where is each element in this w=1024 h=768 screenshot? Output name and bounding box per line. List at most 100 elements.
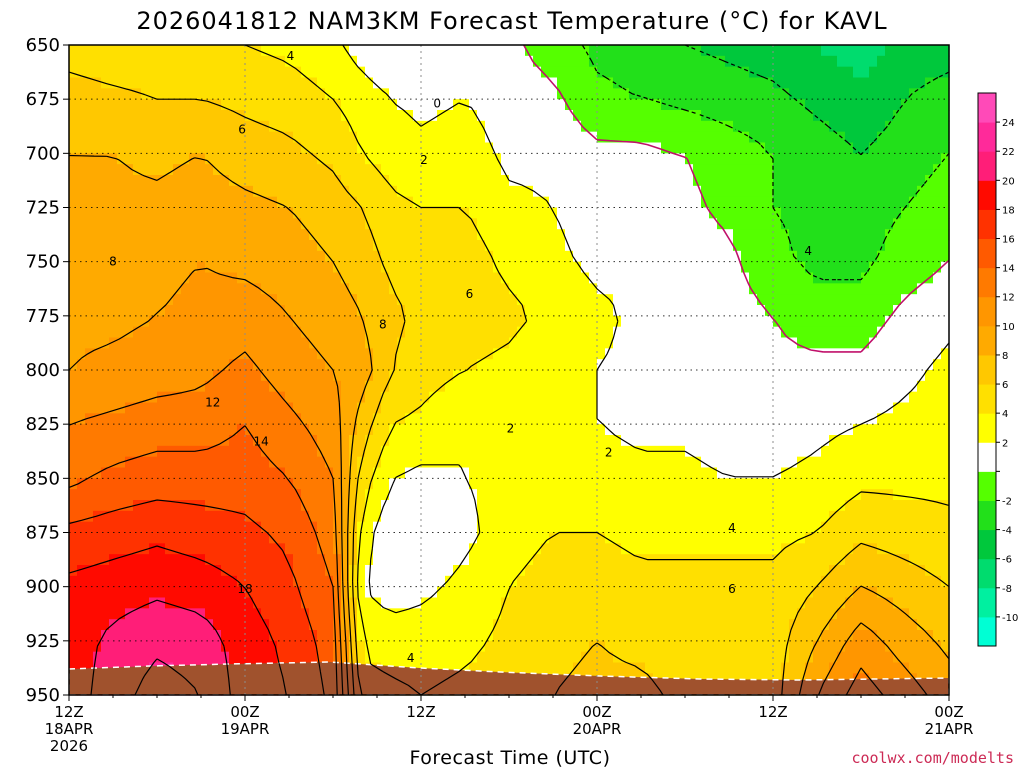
temperature-cell bbox=[725, 348, 734, 360]
temperature-cell bbox=[397, 250, 406, 263]
temperature-cell bbox=[285, 240, 294, 252]
temperature-cell bbox=[141, 99, 150, 111]
temperature-cell bbox=[165, 435, 174, 447]
temperature-cell bbox=[205, 305, 214, 317]
temperature-cell bbox=[197, 66, 206, 79]
temperature-cell bbox=[669, 337, 678, 349]
temperature-cell bbox=[253, 370, 262, 382]
temperature-cell bbox=[93, 597, 102, 609]
temperature-cell bbox=[477, 456, 486, 469]
temperature-cell bbox=[293, 608, 302, 620]
temperature-cell bbox=[517, 413, 526, 425]
temperature-cell bbox=[613, 640, 622, 653]
temperature-cell bbox=[461, 131, 470, 144]
temperature-cell bbox=[469, 651, 478, 664]
temperature-cell bbox=[173, 391, 182, 404]
temperature-cell bbox=[581, 55, 590, 68]
temperature-cell bbox=[213, 554, 222, 566]
temperature-cell bbox=[189, 391, 198, 404]
temperature-cell bbox=[317, 120, 326, 133]
temperature-cell bbox=[93, 456, 102, 469]
temperature-cell bbox=[357, 543, 366, 555]
temperature-cell bbox=[165, 554, 174, 566]
temperature-cell bbox=[261, 110, 270, 122]
temperature-cell bbox=[181, 575, 190, 588]
temperature-cell bbox=[565, 337, 574, 349]
temperature-cell bbox=[565, 294, 574, 306]
temperature-cell bbox=[421, 640, 430, 653]
temperature-cell bbox=[173, 45, 182, 57]
temperature-cell bbox=[629, 402, 638, 414]
temperature-cell bbox=[149, 348, 158, 360]
temperature-cell bbox=[533, 261, 542, 274]
temperature-cell bbox=[437, 153, 446, 165]
temperature-cell bbox=[709, 164, 718, 176]
temperature-cell bbox=[709, 240, 718, 252]
temperature-cell bbox=[309, 586, 318, 599]
temperature-cell bbox=[477, 250, 486, 263]
temperature-cell bbox=[629, 142, 638, 154]
temperature-cell bbox=[621, 207, 630, 219]
temperature-cell bbox=[693, 229, 702, 241]
temperature-cell bbox=[277, 88, 286, 100]
temperature-cell bbox=[421, 380, 430, 393]
temperature-cell bbox=[93, 229, 102, 241]
temperature-cell bbox=[293, 315, 302, 328]
temperature-cell bbox=[677, 510, 686, 523]
temperature-cell bbox=[93, 413, 102, 425]
temperature-cell bbox=[293, 489, 302, 501]
temperature-cell bbox=[133, 305, 142, 317]
temperature-cell bbox=[629, 370, 638, 382]
temperature-cell bbox=[221, 175, 230, 187]
temperature-cell bbox=[229, 196, 238, 209]
temperature-cell bbox=[125, 175, 134, 187]
temperature-cell bbox=[533, 164, 542, 176]
temperature-cell bbox=[149, 326, 158, 339]
temperature-cell bbox=[541, 348, 550, 360]
temperature-cell bbox=[237, 640, 246, 653]
temperature-cell bbox=[565, 272, 574, 284]
temperature-cell bbox=[541, 207, 550, 219]
temperature-cell bbox=[533, 662, 542, 674]
temperature-cell bbox=[637, 619, 646, 631]
temperature-cell bbox=[605, 261, 614, 274]
temperature-cell bbox=[157, 424, 166, 436]
temperature-cell bbox=[629, 283, 638, 295]
temperature-cell bbox=[437, 99, 446, 111]
temperature-cell bbox=[717, 597, 726, 609]
temperature-cell bbox=[181, 99, 190, 111]
temperature-cell bbox=[69, 110, 78, 122]
temperature-cell bbox=[581, 153, 590, 165]
temperature-cell bbox=[477, 640, 486, 653]
temperature-cell bbox=[317, 391, 326, 404]
temperature-cell bbox=[693, 142, 702, 154]
temperature-cell bbox=[613, 489, 622, 501]
temperature-cell bbox=[445, 510, 454, 523]
temperature-cell bbox=[605, 55, 614, 68]
temperature-cell bbox=[445, 608, 454, 620]
temperature-cell bbox=[645, 66, 654, 79]
temperature-cell bbox=[469, 456, 478, 469]
temperature-cell bbox=[293, 445, 302, 458]
temperature-cell bbox=[397, 380, 406, 393]
temperature-cell bbox=[133, 110, 142, 122]
temperature-cell bbox=[461, 456, 470, 469]
temperature-cell bbox=[245, 500, 254, 512]
temperature-cell bbox=[277, 413, 286, 425]
temperature-cell bbox=[165, 380, 174, 393]
temperature-cell bbox=[317, 326, 326, 339]
temperature-cell bbox=[533, 500, 542, 512]
temperature-cell bbox=[709, 640, 718, 653]
temperature-cell bbox=[309, 543, 318, 555]
temperature-cell bbox=[501, 337, 510, 349]
temperature-cell bbox=[469, 261, 478, 274]
temperature-cell bbox=[189, 337, 198, 349]
temperature-cell bbox=[669, 543, 678, 555]
temperature-cell bbox=[341, 651, 350, 664]
temperature-cell bbox=[229, 651, 238, 664]
temperature-cell bbox=[125, 164, 134, 176]
temperature-cell bbox=[469, 77, 478, 89]
temperature-cell bbox=[333, 445, 342, 458]
temperature-cell bbox=[277, 283, 286, 295]
temperature-cell bbox=[381, 131, 390, 144]
